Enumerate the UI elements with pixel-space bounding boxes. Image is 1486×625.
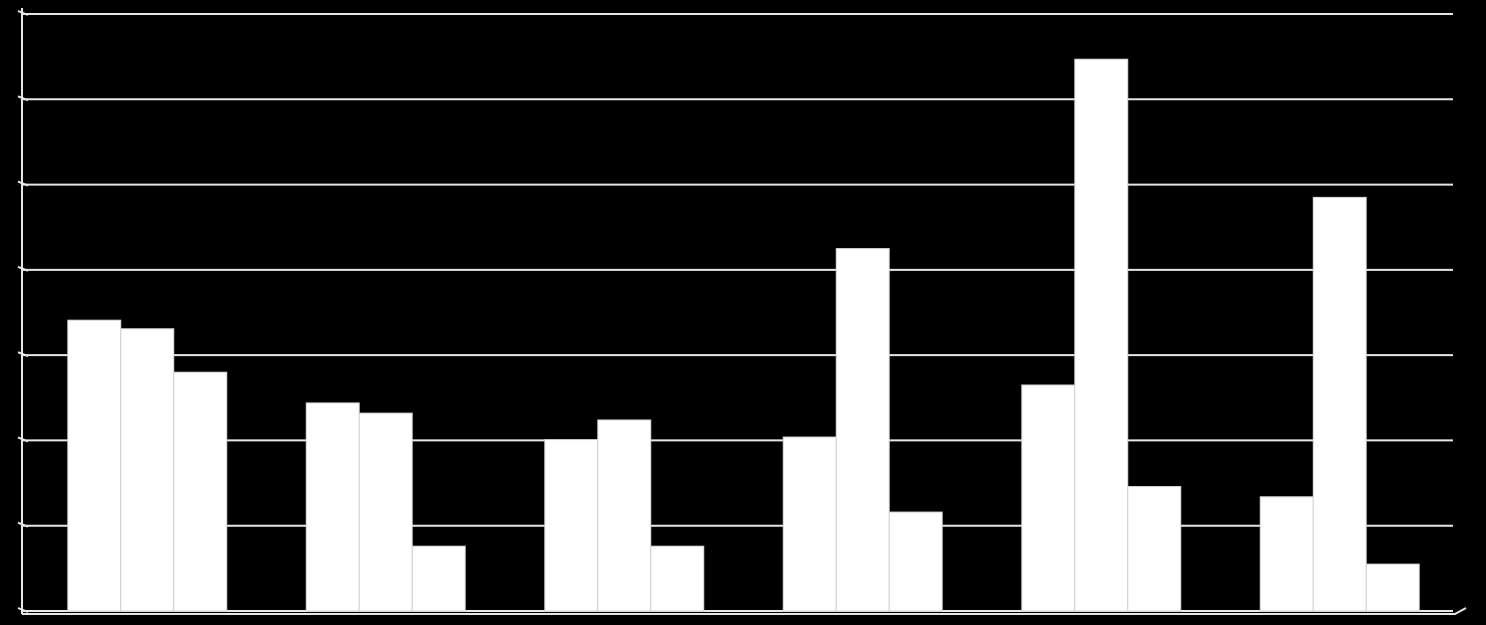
bar xyxy=(1127,485,1182,612)
bar xyxy=(1365,563,1420,612)
bar xyxy=(411,545,466,612)
bar xyxy=(67,319,122,612)
bar xyxy=(1312,196,1367,612)
bar xyxy=(173,371,228,612)
bar xyxy=(888,511,943,612)
bar xyxy=(650,545,705,612)
bar xyxy=(1074,58,1129,612)
bar xyxy=(544,439,599,612)
bar xyxy=(1259,496,1314,612)
bar xyxy=(358,412,413,612)
bar xyxy=(305,402,360,612)
bar xyxy=(120,328,175,612)
bar xyxy=(782,436,837,612)
bar xyxy=(597,419,652,612)
x-axis xyxy=(22,607,1467,615)
bar xyxy=(1021,384,1076,612)
bar xyxy=(835,248,890,612)
